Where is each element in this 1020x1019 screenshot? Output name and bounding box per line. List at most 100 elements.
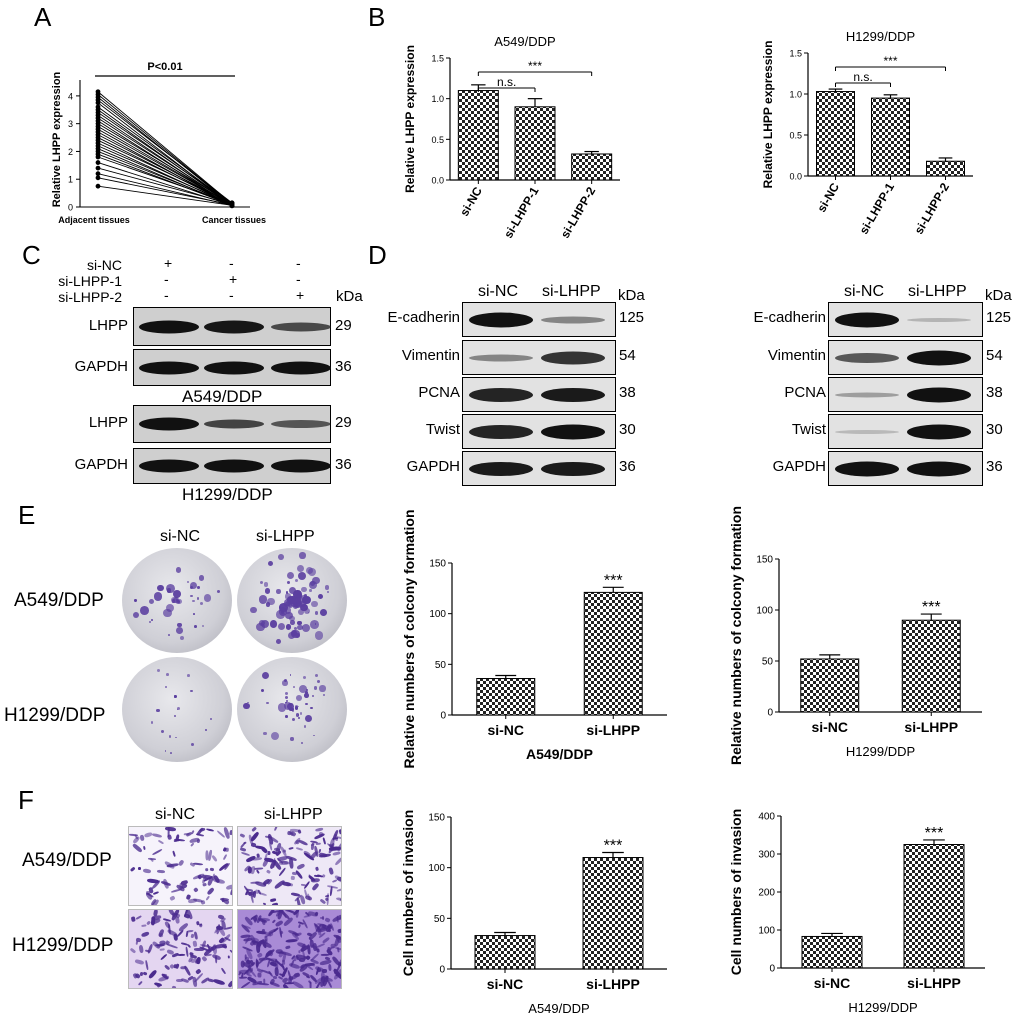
colony — [199, 601, 204, 605]
colony — [297, 705, 300, 708]
y-tick-label: 50 — [435, 660, 447, 671]
kda-value: 36 — [619, 458, 636, 475]
colony — [288, 596, 296, 604]
blot-row — [828, 451, 983, 486]
colony — [283, 702, 293, 711]
x-tick-label: si-LHPP — [586, 976, 640, 992]
condition-sign: + — [296, 287, 305, 303]
blot-row — [133, 448, 331, 484]
invasion-image — [128, 826, 233, 906]
y-tick-label: 100 — [428, 863, 445, 874]
series-line — [97, 109, 233, 206]
condition-sign: + — [164, 255, 173, 271]
protein-label: GAPDH — [74, 456, 128, 473]
x-axis-label: H1299/DDP — [848, 1000, 917, 1015]
protein-band — [541, 387, 605, 402]
kda-value: 29 — [335, 414, 352, 431]
colony — [166, 673, 170, 677]
colony — [295, 713, 300, 717]
colony — [289, 673, 292, 676]
colony — [157, 584, 164, 592]
colony — [309, 589, 312, 592]
chart-title: H1299/DDP — [846, 29, 915, 44]
bar — [800, 658, 860, 713]
colony — [179, 635, 184, 640]
blot-row — [828, 340, 983, 375]
protein-band — [907, 317, 971, 322]
colony — [311, 600, 318, 608]
protein-band — [139, 320, 199, 333]
blot-row — [133, 405, 331, 443]
colony — [291, 717, 295, 721]
colony — [326, 591, 329, 594]
colony — [294, 597, 302, 604]
colony — [315, 631, 324, 640]
colony — [140, 605, 149, 615]
colony — [201, 624, 204, 627]
bar — [583, 591, 643, 716]
invasion-image — [128, 909, 233, 989]
colony — [288, 632, 296, 640]
panel-a-line-chart: 0 1 2 3 4 Relative LHPP expression Adjacent ti… — [51, 61, 266, 225]
colony — [313, 686, 317, 690]
colony — [265, 602, 270, 607]
bar — [582, 857, 644, 970]
protein-band — [469, 387, 533, 402]
colony — [243, 703, 250, 710]
y-tick-label: 1.0 — [431, 94, 444, 104]
x-tick-label: Cancer tissues — [202, 215, 266, 225]
protein-label: GAPDH — [406, 458, 460, 475]
series-line — [97, 153, 233, 206]
colony — [176, 627, 184, 635]
protein-band — [835, 352, 899, 363]
colony — [203, 594, 211, 602]
point — [95, 154, 101, 160]
colony — [163, 608, 172, 618]
significance-stars: *** — [925, 825, 944, 842]
lane-label: si-NC — [478, 283, 518, 300]
colony — [151, 618, 154, 621]
colony — [263, 582, 269, 587]
lane-label: si-NC — [844, 283, 884, 300]
cell-line-label: A549/DDP — [182, 387, 263, 406]
y-tick-label: 0 — [68, 203, 73, 213]
chart-title: A549/DDP — [494, 34, 555, 49]
protein-band — [469, 424, 533, 439]
protein-band — [139, 417, 199, 431]
blot-row — [828, 414, 983, 449]
kda-value: 30 — [619, 421, 636, 438]
y-axis-label: Relative LHPP expression — [51, 71, 63, 207]
colony — [320, 609, 328, 617]
series-line — [97, 145, 233, 205]
blot-row — [462, 451, 616, 486]
colony — [264, 587, 271, 594]
series-line — [97, 123, 233, 205]
kda-value: 36 — [986, 458, 1003, 475]
kda-value: 29 — [335, 316, 352, 334]
colony — [295, 706, 299, 710]
colony — [189, 585, 193, 589]
condition-sign: - — [229, 255, 234, 271]
point — [95, 160, 101, 165]
protein-band — [271, 361, 331, 374]
y-axis-label: Relative LHPP expression — [761, 41, 775, 189]
y-tick-label: 1 — [68, 175, 73, 185]
blot-row — [828, 377, 983, 412]
panel-label-e: E — [18, 500, 36, 530]
colony — [303, 725, 307, 728]
kda-value: 36 — [335, 357, 352, 375]
colony — [302, 623, 310, 632]
protein-band — [541, 424, 605, 439]
colony — [270, 731, 279, 741]
bar — [514, 106, 556, 181]
colony — [258, 595, 268, 605]
colony — [153, 592, 163, 601]
colony — [297, 624, 303, 631]
condition-label: si-NC — [87, 257, 122, 273]
row-label: H1299/DDP — [12, 935, 114, 956]
y-tick-label: 50 — [762, 657, 774, 668]
kda-label: kDa — [336, 288, 363, 305]
